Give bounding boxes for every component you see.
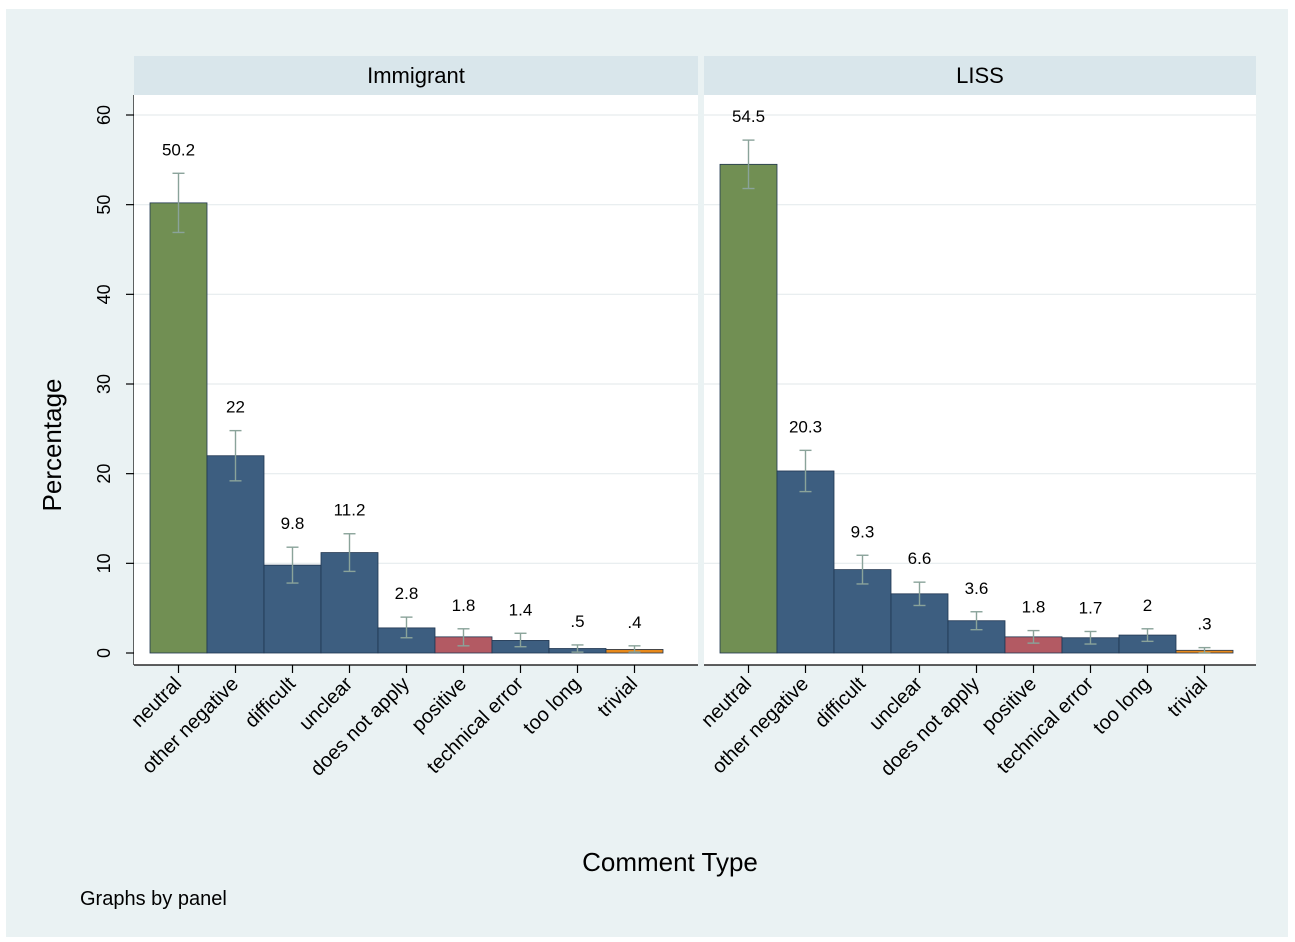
bar-neutral <box>149 202 208 654</box>
panel-title-strip <box>134 56 698 95</box>
value-label: 1.7 <box>1079 598 1103 617</box>
panel-title: LISS <box>956 63 1004 88</box>
value-label: .5 <box>570 612 584 631</box>
x-tick-label: too long <box>1089 673 1155 739</box>
value-label: 20.3 <box>789 417 822 436</box>
value-label: 1.4 <box>509 600 533 619</box>
value-label: 11.2 <box>334 501 366 520</box>
x-tick-label: difficult <box>811 673 871 733</box>
value-label: 2.8 <box>395 584 419 603</box>
x-tick-label: trivial <box>593 673 642 722</box>
panel-title-strip <box>704 56 1256 95</box>
y-tick-label: 50 <box>94 195 114 215</box>
x-tick-label: too long <box>519 673 585 739</box>
bar-neutral <box>719 163 778 654</box>
x-tick-label: does not apply <box>306 673 414 781</box>
value-label: 1.8 <box>1022 598 1046 617</box>
value-label: .3 <box>1197 615 1211 634</box>
panel-title: Immigrant <box>367 63 465 88</box>
y-tick-label: 20 <box>94 464 114 484</box>
x-tick-label: trivial <box>1163 673 1212 722</box>
bar-other-negative <box>776 470 835 654</box>
x-tick-label: does not apply <box>876 673 984 781</box>
x-axis-title: Comment Type <box>582 847 758 877</box>
value-label: 6.6 <box>908 549 932 568</box>
y-tick-label: 40 <box>94 284 114 304</box>
y-tick-label: 0 <box>94 648 114 658</box>
value-label: 54.5 <box>732 107 765 126</box>
value-label: .4 <box>627 613 641 632</box>
value-label: 50.2 <box>162 140 195 159</box>
value-label: 2 <box>1143 596 1152 615</box>
value-label: 3.6 <box>965 579 989 598</box>
y-axis: 0 10 20 30 40 50 60 <box>94 95 135 665</box>
chart-background: 0 10 20 30 40 50 60 Immigrant 50.2 neutral 22 othe… <box>6 9 1288 937</box>
value-label: 9.8 <box>281 514 305 533</box>
y-tick-label: 60 <box>94 105 114 125</box>
value-label: 22 <box>226 398 245 417</box>
graphs-by-note: Graphs by panel <box>80 888 227 910</box>
value-label: 9.3 <box>851 522 875 541</box>
value-label: 1.8 <box>452 596 476 615</box>
x-tick-label: difficult <box>241 673 301 733</box>
y-axis-title: Percentage <box>37 379 67 512</box>
y-tick-label: 30 <box>94 374 114 394</box>
bar-other-negative <box>206 455 265 654</box>
y-tick-label: 10 <box>94 553 114 573</box>
